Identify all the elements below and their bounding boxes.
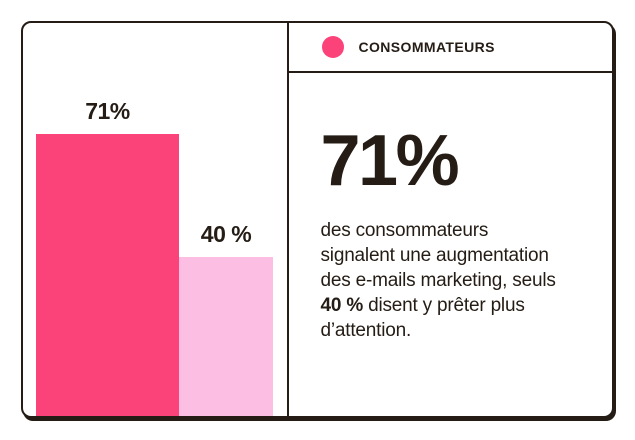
stat-line: d’attention.: [320, 319, 412, 341]
bar-consumers-attention: [179, 257, 273, 416]
stat-description: des consommateurs signalent une augmenta…: [321, 218, 591, 343]
legend: CONSOMMATEURS: [288, 23, 612, 73]
bar-label-71: 71%: [85, 98, 130, 124]
stat-line: signalent une augmentation: [320, 244, 549, 266]
stats-card: 71% 40 % CONSOMMATEURS 71% des consommat…: [21, 21, 614, 418]
bar-chart: 71% 40 %: [23, 23, 289, 416]
stat-bold-value: 40 %: [320, 294, 364, 316]
stat-line: 40 % disent y prêter plus: [321, 293, 591, 318]
legend-label: CONSOMMATEURS: [358, 38, 495, 55]
stat-body: 71% des consommateurs signalent une augm…: [289, 73, 613, 343]
stat-panel: CONSOMMATEURS 71% des consommateurs sign…: [288, 23, 613, 416]
stat-headline: 71%: [320, 120, 460, 201]
bar-consumers-increase: [36, 134, 179, 416]
bar-label-40: 40 %: [200, 221, 252, 247]
stat-line: des consommateurs: [320, 219, 489, 241]
legend-swatch-icon: [321, 35, 344, 58]
stat-line-rest: disent y prêter plus: [363, 294, 525, 316]
stat-line: des e-mails marketing, seuls: [320, 269, 556, 291]
